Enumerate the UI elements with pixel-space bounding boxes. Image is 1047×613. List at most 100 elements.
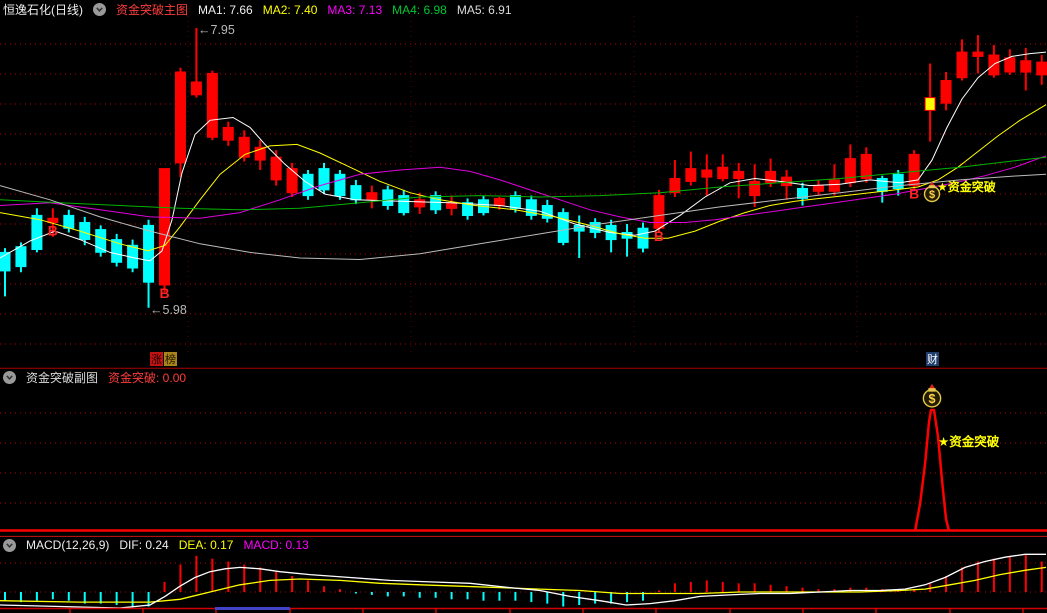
candle <box>557 212 569 243</box>
chevron-down-icon[interactable] <box>3 538 16 552</box>
candle <box>717 166 729 180</box>
candle <box>15 246 27 268</box>
candle <box>1036 61 1047 76</box>
money-bag-icon-signal: $ <box>922 383 942 408</box>
candle <box>828 179 840 192</box>
ma2-readout: MA2: 7.40 <box>262 2 318 17</box>
macd-readout: MACD: 0.13 <box>243 538 309 552</box>
signal-panel-header: 资金突破副图 资金突破: 0.00 <box>3 369 186 386</box>
candle <box>111 239 123 263</box>
money-bag-icon: $ <box>923 181 941 203</box>
candle <box>334 173 346 197</box>
event-tag-label[interactable]: 财 <box>927 352 938 366</box>
candle <box>972 51 984 57</box>
candle <box>509 195 521 209</box>
candle <box>733 170 745 179</box>
dea-line <box>0 566 1047 603</box>
candle <box>446 202 458 209</box>
candle <box>0 251 11 272</box>
candle <box>222 126 234 141</box>
buy-signal-label: B <box>654 228 664 244</box>
candle <box>414 199 426 208</box>
dea-readout: DEA: 0.17 <box>178 538 234 552</box>
dif-readout: DIF: 0.24 <box>119 538 169 552</box>
candle <box>685 168 697 182</box>
candle <box>318 168 330 191</box>
highlighted-candle <box>924 97 936 111</box>
candle <box>749 180 761 197</box>
event-tag[interactable]: 财 <box>926 352 939 366</box>
dif-line <box>0 553 1046 609</box>
signal-value-readout: 资金突破: 0.00 <box>108 371 187 385</box>
signal-spike <box>913 408 951 532</box>
main-chart-header: 恒逸石化(日线) 资金突破主图 MA1: 7.66 MA2: 7.40 MA3:… <box>3 1 512 18</box>
candle <box>940 80 952 104</box>
candle <box>908 153 920 187</box>
candle <box>398 195 410 214</box>
ma-line-ma1 <box>0 51 1047 262</box>
ma-line-ma5 <box>0 173 1047 261</box>
candle <box>190 81 202 96</box>
price-annotation: ←5.98 <box>150 303 187 317</box>
chevron-down-icon[interactable] <box>93 3 106 16</box>
candle <box>302 173 314 197</box>
candle <box>669 178 681 194</box>
candle <box>765 170 777 184</box>
candle <box>174 71 186 164</box>
candle <box>892 173 904 190</box>
candle <box>206 72 218 138</box>
breakout-star-label: ★资金突破 <box>937 179 996 194</box>
buy-signal-label: B <box>909 186 919 202</box>
chevron-down-icon[interactable] <box>3 371 16 384</box>
macd-title: MACD(12,26,9) <box>26 538 110 552</box>
candle <box>653 195 665 229</box>
candle <box>47 217 59 224</box>
candle <box>525 199 537 216</box>
candle <box>286 168 298 194</box>
candle <box>860 153 872 179</box>
candle <box>159 168 170 286</box>
buy-signal-label: B <box>159 285 169 301</box>
signal-panel-title: 资金突破副图 <box>26 371 99 385</box>
price-annotation: ←7.95 <box>198 23 235 37</box>
candle <box>844 158 856 184</box>
event-tag[interactable]: 榜 <box>164 352 177 366</box>
candle <box>493 197 505 206</box>
candle <box>1020 60 1032 73</box>
ma5-readout: MA5: 6.91 <box>456 2 512 17</box>
macd-panel-header: MACD(12,26,9) DIF: 0.24 DEA: 0.17 MACD: … <box>3 538 309 552</box>
candle <box>1004 57 1016 73</box>
candle <box>812 185 824 192</box>
candle <box>956 51 968 79</box>
ma1-readout: MA1: 7.66 <box>198 2 253 17</box>
candle <box>462 202 474 216</box>
candle <box>701 169 713 178</box>
buy-signal-label: B <box>48 223 58 239</box>
candle <box>95 229 107 253</box>
candle <box>143 224 155 283</box>
ma4-readout: MA4: 6.98 <box>392 2 447 17</box>
breakout-star-label-signal: ★资金突破 <box>938 434 1000 449</box>
svg-text:$: $ <box>929 189 935 201</box>
svg-text:$: $ <box>928 392 935 406</box>
candle <box>350 185 362 201</box>
ma-line-ma3 <box>0 155 1047 223</box>
ma-line-ma4 <box>0 156 1047 211</box>
main-indicator-title: 资金突破主图 <box>116 3 189 17</box>
event-tag-label[interactable]: 榜 <box>165 352 176 366</box>
stock-title: 恒逸石化(日线) <box>3 3 83 17</box>
ma-line-ma2 <box>0 104 1047 252</box>
candle <box>270 156 282 181</box>
event-tag-label[interactable]: 涨 <box>151 353 162 366</box>
candle <box>63 214 75 229</box>
ma3-readout: MA3: 7.13 <box>327 2 383 17</box>
candle <box>254 146 266 161</box>
candle <box>238 136 250 158</box>
axis-highlight-segment <box>215 607 290 610</box>
event-tag[interactable]: 涨 <box>150 352 163 366</box>
candle <box>366 192 378 201</box>
candle <box>382 189 394 206</box>
candle <box>797 188 808 199</box>
